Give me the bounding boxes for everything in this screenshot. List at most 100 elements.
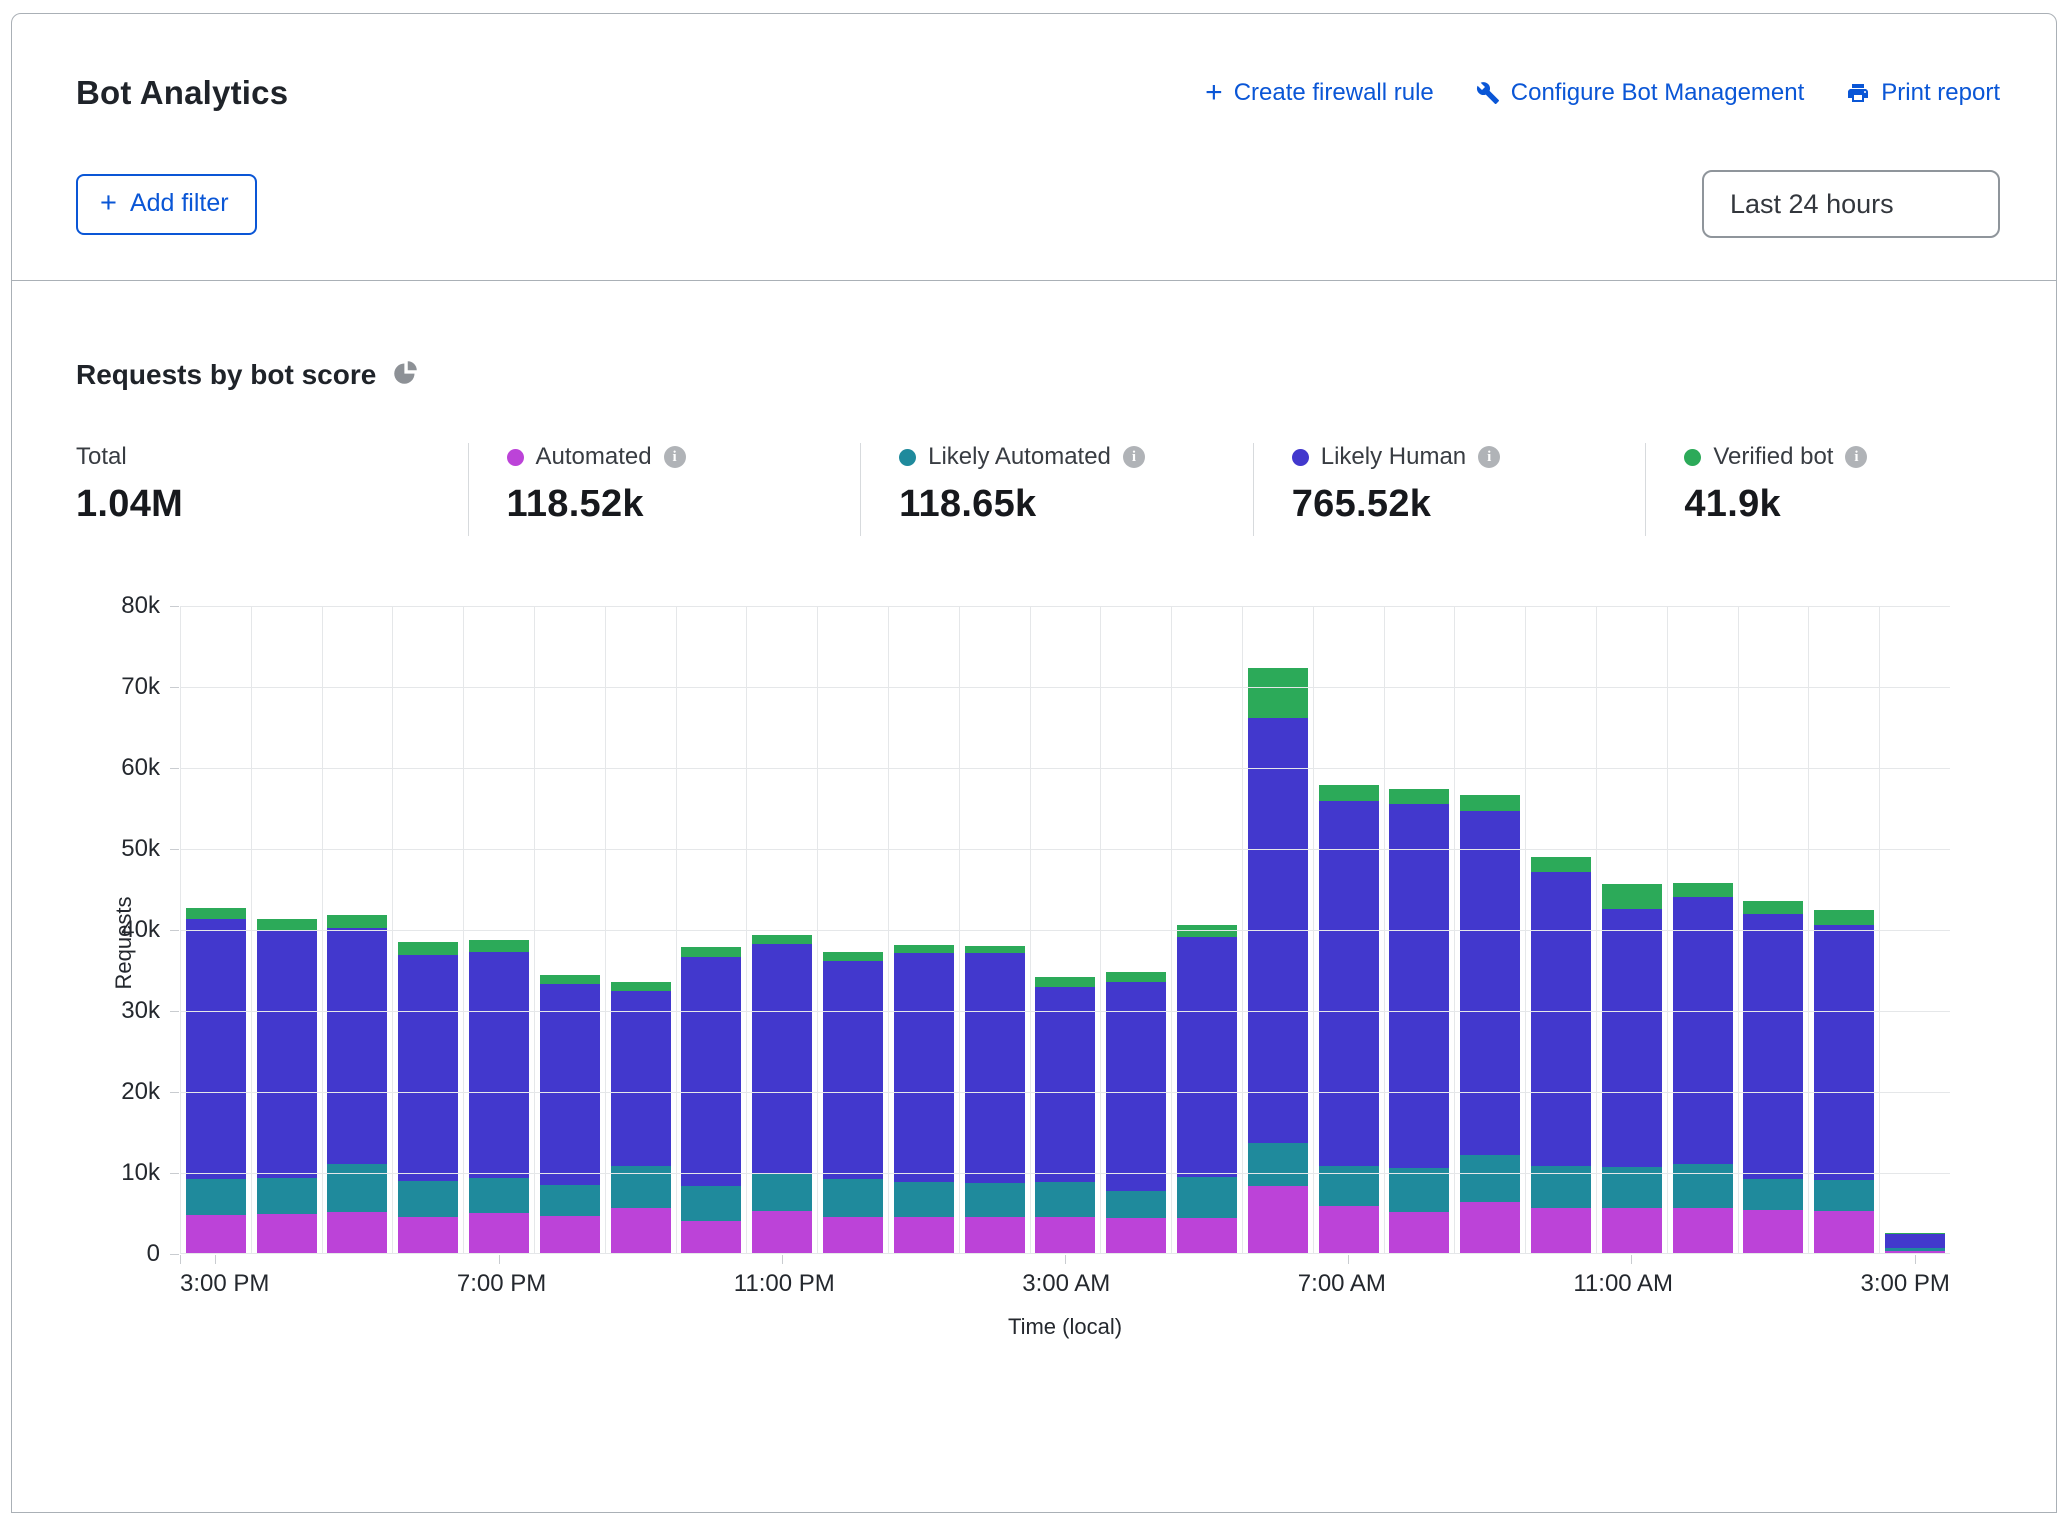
- create-firewall-rule-link[interactable]: + Create firewall rule: [1205, 79, 1434, 107]
- info-icon[interactable]: i: [1478, 446, 1500, 468]
- x-tick-mark: [782, 1255, 783, 1264]
- bar-segment-verified-bot: [1248, 668, 1308, 718]
- bar-segment-likely-human: [469, 952, 529, 1178]
- stat-likely-human-label: Likely Human: [1321, 443, 1466, 471]
- stat-automated-label: Automated: [536, 443, 652, 471]
- info-icon[interactable]: i: [664, 446, 686, 468]
- info-icon[interactable]: i: [1845, 446, 1867, 468]
- bar-segment-automated: [1531, 1208, 1591, 1253]
- bar-segment-verified-bot: [1177, 925, 1237, 937]
- bar-segment-likely-automated: [1673, 1164, 1733, 1209]
- bar-segment-likely-automated: [257, 1178, 317, 1214]
- bar-4:00 AM: [1106, 972, 1166, 1253]
- requests-chart: Requests 3:00 PM7:00 PM11:00 PM3:00 AM7:…: [76, 606, 2000, 1376]
- bar-segment-likely-human: [1035, 987, 1095, 1181]
- stat-verified-bot: Verified bot i 41.9k: [1645, 443, 2000, 536]
- bar-segment-likely-automated: [540, 1185, 600, 1216]
- bar-12:00 PM: [1673, 883, 1733, 1253]
- bar-segment-automated: [611, 1208, 671, 1253]
- bar-segment-likely-automated: [1814, 1180, 1874, 1211]
- y-tick-label: 0: [76, 1240, 160, 1268]
- bar-segment-likely-human: [327, 928, 387, 1164]
- wrench-icon: [1476, 81, 1500, 105]
- bar-segment-automated: [1106, 1218, 1166, 1253]
- info-icon[interactable]: i: [1123, 446, 1145, 468]
- bar-segment-likely-automated: [1177, 1177, 1237, 1218]
- bar-segment-automated: [1248, 1186, 1308, 1253]
- bar-segment-automated: [1743, 1210, 1803, 1253]
- stat-likely-automated-label: Likely Automated: [928, 443, 1111, 471]
- bar-segment-likely-human: [1389, 804, 1449, 1168]
- bar-6:00 PM: [398, 942, 458, 1253]
- section-heading: Requests by bot score: [76, 359, 376, 391]
- bar-segment-likely-automated: [681, 1186, 741, 1221]
- bar-3:00 AM: [1035, 977, 1095, 1253]
- x-tick-label: [1798, 1270, 1861, 1298]
- bar-segment-likely-human: [257, 931, 317, 1178]
- bot-analytics-card: Bot Analytics + Create firewall rule Con…: [11, 13, 2057, 1513]
- bar-segment-automated: [1602, 1208, 1662, 1253]
- configure-bot-management-link[interactable]: Configure Bot Management: [1476, 79, 1805, 107]
- bar-segment-verified-bot: [611, 982, 671, 991]
- bar-segment-verified-bot: [257, 919, 317, 930]
- gridline: [181, 1173, 1950, 1174]
- bar-2:00 PM: [1814, 910, 1874, 1253]
- bar-segment-likely-automated: [1531, 1166, 1591, 1208]
- bar-segment-verified-bot: [469, 940, 529, 952]
- x-tick-label: [1110, 1270, 1173, 1298]
- x-tick-label: 7:00 PM: [457, 1270, 546, 1298]
- y-tick-mark: [170, 687, 179, 688]
- stat-automated-value: 118.52k: [507, 483, 823, 526]
- time-range-dropdown[interactable]: Last 24 hours: [1702, 170, 2000, 238]
- x-tick-label: 3:00 PM: [180, 1270, 269, 1298]
- content: Requests by bot score Total 1.04M Automa…: [12, 359, 2056, 1376]
- x-axis-origin-tick: [180, 1255, 181, 1264]
- printer-icon: [1846, 81, 1870, 105]
- y-tick-mark: [170, 1173, 179, 1174]
- bar-segment-likely-human: [1814, 925, 1874, 1180]
- bar-8:00 PM: [540, 975, 600, 1253]
- likely-human-legend-dot: [1292, 449, 1309, 466]
- add-filter-button[interactable]: + Add filter: [76, 174, 257, 235]
- bar-segment-likely-human: [1602, 909, 1662, 1167]
- x-tick-label: [269, 1270, 332, 1298]
- verified-bot-legend-dot: [1684, 449, 1701, 466]
- bar-6:00 AM: [1248, 668, 1308, 1253]
- bar-11:00 PM: [752, 935, 812, 1253]
- bar-segment-verified-bot: [1743, 901, 1803, 915]
- stat-automated: Automated i 118.52k: [468, 443, 823, 536]
- bar-segment-automated: [965, 1217, 1025, 1253]
- plus-icon: +: [100, 191, 117, 215]
- bar-segment-verified-bot: [398, 942, 458, 955]
- bar-segment-automated: [469, 1213, 529, 1253]
- bar-segment-verified-bot: [1319, 785, 1379, 801]
- configure-bot-management-label: Configure Bot Management: [1511, 79, 1805, 107]
- y-tick-label: 40k: [76, 916, 160, 944]
- x-tick-label: [1448, 1270, 1511, 1298]
- y-tick-label: 60k: [76, 754, 160, 782]
- x-tick-label: [332, 1270, 395, 1298]
- bar-segment-likely-human: [1885, 1234, 1945, 1249]
- bar-8:00 AM: [1389, 789, 1449, 1253]
- bar-segment-automated: [257, 1214, 317, 1253]
- bar-segment-likely-human: [398, 955, 458, 1181]
- y-tick-mark: [170, 930, 179, 931]
- gridline: [181, 606, 1950, 607]
- x-tick-label: 3:00 AM: [1022, 1270, 1110, 1298]
- header-actions: + Create firewall rule Configure Bot Man…: [1205, 79, 2000, 107]
- bar-segment-automated: [186, 1215, 246, 1253]
- bar-7:00 AM: [1319, 785, 1379, 1253]
- bar-segment-verified-bot: [1389, 789, 1449, 804]
- bar-segment-likely-automated: [1106, 1191, 1166, 1218]
- header-divider: [12, 280, 2056, 281]
- bar-segment-likely-human: [965, 953, 1025, 1183]
- plot-area: [180, 606, 1950, 1254]
- bar-segment-automated: [894, 1217, 954, 1253]
- print-report-link[interactable]: Print report: [1846, 79, 2000, 107]
- x-tick-label: 3:00 PM: [1860, 1270, 1949, 1298]
- bar-3:00 PM: [186, 908, 246, 1253]
- bar-segment-automated: [752, 1211, 812, 1253]
- bar-segment-automated: [1035, 1217, 1095, 1253]
- bar-segment-likely-human: [611, 991, 671, 1166]
- bar-10:00 AM: [1531, 857, 1591, 1253]
